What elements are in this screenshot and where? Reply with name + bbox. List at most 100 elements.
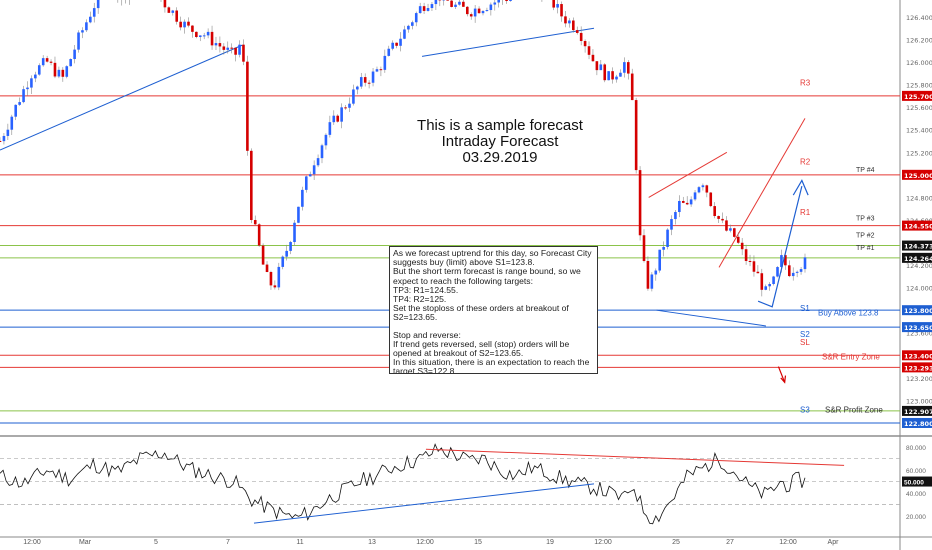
candle-down: [61, 69, 65, 77]
candle-down: [717, 216, 720, 219]
candle-up: [411, 22, 414, 26]
price-tag-label: 122.800: [904, 420, 932, 428]
candle-up: [607, 71, 610, 81]
candle-up: [171, 10, 175, 13]
price-tick-label: 124.800: [906, 194, 932, 202]
candle-up: [92, 8, 96, 17]
level-label: R2: [800, 157, 811, 166]
candle-up: [328, 122, 332, 135]
trendline-support-2: [421, 27, 595, 57]
candle-up: [509, 0, 512, 2]
candle-down: [269, 271, 273, 286]
trendline-resistance-2: [648, 151, 728, 198]
price-tag-bg: [902, 252, 932, 263]
candle-down: [0, 140, 2, 142]
candle-up: [599, 64, 603, 71]
time-tick-label: 12:00: [779, 539, 797, 546]
candle-up: [693, 192, 697, 200]
forecast-note-para-1: As we forecast uptrend for this day, so …: [393, 248, 592, 323]
candle-up: [359, 77, 363, 87]
candle-down: [218, 43, 222, 47]
price-tag-bg: [902, 417, 932, 428]
price-tag-bg: [902, 405, 932, 416]
candle-down: [725, 220, 728, 231]
candle-up: [568, 20, 571, 24]
forecast-note-para-2: Stop and reverse: If trend gets reversed…: [393, 329, 590, 374]
candle-up: [764, 286, 768, 290]
price-tag-label: 123.400: [904, 352, 932, 360]
candles-layer: [0, 0, 807, 297]
candle-up: [356, 86, 359, 90]
price-tag-label: 122.907: [904, 408, 932, 416]
candle-up: [493, 2, 497, 5]
candle-down: [191, 25, 194, 32]
candle-up: [678, 200, 681, 213]
price-tag-label: 123.293: [904, 364, 932, 372]
time-tick-label: 19: [546, 539, 554, 546]
candle-down: [257, 224, 261, 246]
candle-up: [556, 4, 559, 8]
candle-up: [316, 158, 320, 166]
price-tag-label: 123.650: [904, 324, 932, 332]
candle-down: [367, 82, 371, 84]
candle-up: [202, 35, 206, 37]
candle-down: [465, 6, 469, 15]
candle-down: [744, 249, 748, 261]
candle-up: [214, 43, 218, 46]
candle-up: [662, 246, 665, 250]
candle-down: [253, 220, 257, 225]
candle-up: [14, 104, 18, 117]
candle-up: [387, 48, 391, 56]
candle-down: [685, 202, 689, 205]
candle-up: [34, 74, 37, 79]
candle-down: [261, 245, 265, 265]
candle-down: [450, 0, 453, 7]
candle-down: [462, 1, 465, 7]
candle-down: [591, 54, 595, 62]
candle-up: [96, 0, 100, 9]
candle-up: [391, 42, 394, 49]
candle-up: [650, 274, 654, 289]
candle-down: [784, 255, 787, 266]
projection-down-arrow: [777, 366, 786, 383]
level-label: S2: [800, 330, 810, 339]
candle-up: [701, 185, 705, 188]
buy-annotation: Buy Above 123.8: [818, 308, 879, 317]
candle-up: [780, 255, 783, 268]
candle-up: [57, 69, 61, 77]
candle-down: [681, 200, 685, 203]
rsi-tick-label: 80.000: [906, 445, 926, 452]
price-tick-label: 123.200: [906, 375, 932, 383]
price-tag-bg: [902, 322, 932, 333]
candle-up: [697, 187, 701, 193]
candle-up: [320, 145, 324, 159]
headline-line-3: 03.29.2019: [462, 149, 538, 166]
candle-up: [803, 257, 807, 270]
candle-up: [654, 270, 658, 275]
candle-up: [619, 72, 622, 77]
forecast-note-box: As we forecast uptrend for this day, so …: [389, 246, 598, 374]
candle-up: [297, 206, 300, 223]
candle-down: [575, 30, 579, 33]
candle-up: [407, 25, 410, 30]
time-tick-label: Mar: [79, 539, 92, 546]
price-tick-label: 123.000: [906, 397, 932, 405]
candle-up: [414, 13, 418, 23]
candle-up: [324, 134, 328, 146]
candle-up: [426, 8, 430, 11]
candle-down: [756, 271, 760, 274]
price-tag-label: 125.000: [904, 172, 932, 180]
candle-down: [187, 21, 190, 26]
candle-up: [454, 4, 457, 7]
candle-up: [238, 44, 241, 55]
time-tick-label: 5: [154, 539, 158, 546]
trendline-support-3: [656, 309, 766, 327]
candle-up: [41, 58, 45, 66]
entry-zone-annotation: S&R Entry Zone: [822, 352, 880, 361]
candle-up: [2, 135, 6, 142]
candle-up: [348, 103, 351, 108]
price-tag-bg: [902, 169, 932, 180]
price-tag-bg: [902, 240, 932, 251]
candle-up: [73, 49, 76, 60]
